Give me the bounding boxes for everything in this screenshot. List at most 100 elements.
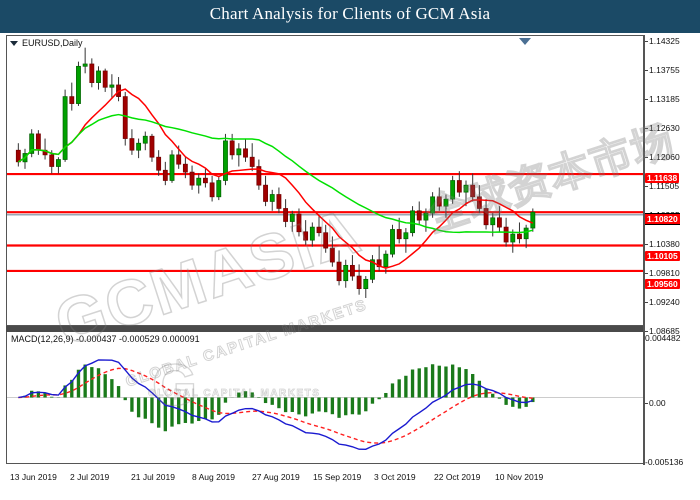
date-tick: 27 Aug 2019 xyxy=(252,472,300,482)
candle-body xyxy=(296,213,302,233)
candle-body xyxy=(390,229,395,255)
candle-body xyxy=(430,196,436,214)
candle-body xyxy=(243,148,248,158)
price-axis[interactable]: 1.14325 1.13755 1.13185 1.12630 1.12060 1.115… xyxy=(645,35,700,467)
candle-body xyxy=(189,171,195,186)
candle-body xyxy=(223,140,228,181)
chevron-down-icon[interactable] xyxy=(10,40,18,46)
candle-body xyxy=(263,184,268,202)
candle-body xyxy=(410,210,415,234)
candle-body xyxy=(176,154,182,165)
candle-body xyxy=(149,135,155,158)
price-panel[interactable]: EURUSD,Daily xyxy=(6,35,643,326)
candle-body xyxy=(256,166,262,186)
macd-line xyxy=(18,359,534,450)
date-tick: 22 Oct 2019 xyxy=(434,472,481,482)
ma-fast-line xyxy=(17,88,534,269)
candle-body xyxy=(49,154,55,167)
candle-body xyxy=(436,196,442,207)
candle-body xyxy=(396,229,402,240)
candle-body xyxy=(182,163,188,173)
candle-body xyxy=(169,154,175,181)
price-tick: 1.12060 xyxy=(645,152,680,162)
current-price-label[interactable]: 1.10820 xyxy=(645,214,680,224)
candle-body xyxy=(29,133,35,154)
axis-vertical-line xyxy=(643,35,645,465)
macd-indicator-label: MACD(12,26,9) -0.000437 -0.000529 0.0000… xyxy=(11,334,200,344)
candle-body xyxy=(343,264,349,282)
date-axis: 13 Jun 2019 2 Jul 2019 21 Jul 2019 8 Aug 20… xyxy=(6,466,694,486)
macd-tick: 0.00 xyxy=(645,398,666,408)
candle-body xyxy=(363,278,369,289)
chart-frame: EURUSD,Daily MACD(12,26,9) -0.000437 -0.… xyxy=(6,35,694,497)
candlestick-plot xyxy=(7,47,643,298)
macd-signal-line xyxy=(18,367,533,444)
price-tick: 1.10380 xyxy=(645,239,680,249)
price-level-label[interactable]: 1.11638 xyxy=(645,173,680,183)
candle-body xyxy=(403,232,409,240)
price-tick: 1.09240 xyxy=(645,297,680,307)
candle-body xyxy=(269,194,275,202)
date-tick: 8 Aug 2019 xyxy=(192,472,236,482)
candle-body xyxy=(309,226,315,241)
date-tick: 3 Oct 2019 xyxy=(374,472,416,482)
candle-body xyxy=(476,196,482,209)
candle-body xyxy=(216,180,222,198)
candle-body xyxy=(55,159,61,167)
candle-body xyxy=(249,156,255,167)
candle-body xyxy=(35,133,41,151)
price-tick: 1.09810 xyxy=(645,268,680,278)
candle-body xyxy=(303,231,309,241)
candle-body xyxy=(336,261,342,282)
chart-top-marker-icon xyxy=(519,38,531,45)
candle-body xyxy=(370,259,375,280)
candle-body xyxy=(483,208,489,226)
candle-body xyxy=(283,208,289,222)
candle-body xyxy=(156,156,162,171)
panel-divider xyxy=(6,326,643,332)
candle-body xyxy=(196,177,202,186)
candle-body xyxy=(470,184,476,198)
price-level-label[interactable]: 1.10105 xyxy=(645,251,680,261)
candle-body xyxy=(349,264,355,277)
symbol-text: EURUSD,Daily xyxy=(22,38,83,48)
page-header: Chart Analysis for Clients of GCM Asia xyxy=(0,0,700,33)
price-tick: 1.13755 xyxy=(645,65,680,75)
candle-body xyxy=(236,148,242,156)
macd-panel[interactable]: MACD(12,26,9) -0.000437 -0.000529 0.0000… xyxy=(6,332,643,464)
candle-body xyxy=(209,182,215,198)
candle-body xyxy=(356,275,362,289)
candle-body xyxy=(456,180,462,193)
candle-body xyxy=(329,247,335,263)
candle-body xyxy=(96,70,101,83)
candle-body xyxy=(229,140,235,156)
date-tick: 21 Jul 2019 xyxy=(131,472,175,482)
candle-body xyxy=(142,135,148,144)
price-level-label[interactable]: 1.09560 xyxy=(645,279,680,289)
candle-body xyxy=(69,96,75,104)
price-tick: 1.08685 xyxy=(645,326,680,336)
candle-body xyxy=(450,180,456,200)
date-tick: 15 Sep 2019 xyxy=(313,472,362,482)
candle-body xyxy=(323,232,329,249)
macd-plot xyxy=(7,359,643,450)
candle-body xyxy=(289,213,295,222)
candle-body xyxy=(416,210,422,221)
candle-body xyxy=(136,142,142,151)
candle-body xyxy=(510,233,516,243)
macd-tick: -0.005136 xyxy=(645,457,684,467)
ma-slow-line xyxy=(17,113,534,234)
candle-body xyxy=(376,259,382,268)
candle-body xyxy=(530,211,536,229)
price-tick: 1.14325 xyxy=(645,36,680,46)
candle-body xyxy=(15,149,21,163)
price-tick: 1.12630 xyxy=(645,123,680,133)
candle-body xyxy=(109,84,115,88)
symbol-label[interactable]: EURUSD,Daily xyxy=(10,38,83,48)
candle-body xyxy=(89,63,95,83)
candle-body xyxy=(316,226,322,234)
candle-body xyxy=(129,138,135,151)
date-tick: 10 Nov 2019 xyxy=(495,472,544,482)
candle-body xyxy=(82,63,88,67)
